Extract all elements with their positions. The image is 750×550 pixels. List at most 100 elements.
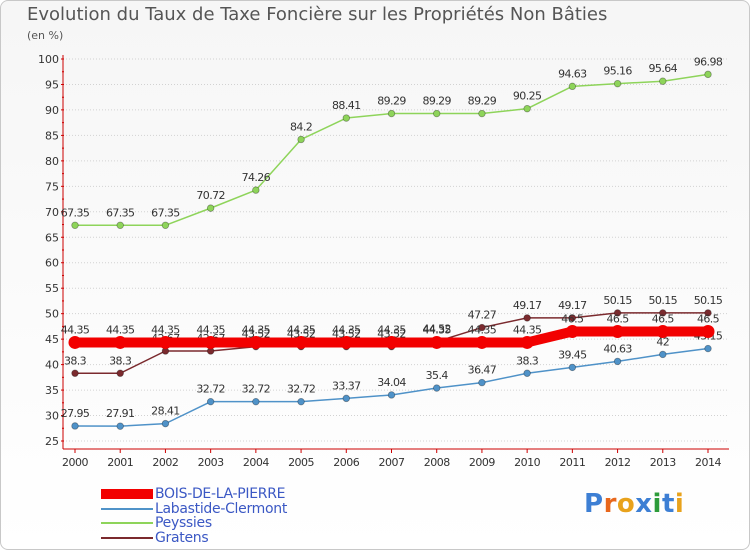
data-point bbox=[565, 324, 579, 338]
data-label: 40.63 bbox=[603, 342, 632, 355]
data-label: 50.15 bbox=[694, 294, 723, 307]
data-point bbox=[71, 221, 79, 229]
data-point bbox=[613, 357, 622, 366]
data-point bbox=[113, 335, 127, 349]
data-label: 44.35 bbox=[513, 323, 542, 336]
logo-letter: i bbox=[652, 489, 662, 519]
legend-swatch-labastide-clermont bbox=[101, 507, 153, 510]
proxiti-logo: Proxiti bbox=[584, 489, 684, 519]
x-tick-label: 2012 bbox=[605, 456, 631, 469]
data-point bbox=[478, 378, 486, 387]
data-point bbox=[523, 104, 531, 113]
data-label: 47.27 bbox=[468, 309, 497, 322]
data-point bbox=[385, 335, 398, 349]
data-point bbox=[249, 335, 263, 349]
data-label: 88.41 bbox=[332, 99, 361, 112]
data-label: 67.35 bbox=[61, 206, 90, 219]
data-point bbox=[71, 422, 79, 430]
data-label: 27.95 bbox=[61, 407, 90, 420]
data-label: 44.35 bbox=[377, 323, 406, 336]
data-point bbox=[568, 82, 577, 91]
data-point bbox=[297, 397, 305, 406]
data-label: 95.64 bbox=[649, 62, 678, 75]
y-tick-label: 45 bbox=[45, 333, 59, 346]
y-tick-label: 95 bbox=[45, 78, 59, 91]
data-point bbox=[701, 324, 715, 338]
x-tick-label: 2013 bbox=[650, 456, 676, 469]
logo-letter: i bbox=[674, 489, 685, 519]
data-point bbox=[252, 397, 260, 406]
data-point bbox=[520, 335, 534, 349]
x-tick-label: 2006 bbox=[333, 456, 359, 469]
data-label: 49.17 bbox=[558, 299, 587, 312]
data-label: 96.98 bbox=[694, 55, 723, 68]
legend-label: Peyssies bbox=[155, 515, 212, 531]
data-label: 50.15 bbox=[603, 294, 632, 307]
x-tick-label: 2014 bbox=[695, 456, 721, 469]
x-tick-label: 2010 bbox=[514, 456, 540, 469]
data-point bbox=[430, 335, 444, 349]
legend-swatch-peyssies bbox=[101, 522, 153, 524]
data-point bbox=[252, 186, 260, 194]
data-point bbox=[475, 335, 489, 349]
data-point bbox=[116, 369, 124, 377]
data-point bbox=[158, 335, 172, 349]
x-tick-label: 2003 bbox=[198, 456, 224, 469]
legend-swatch-gratens bbox=[101, 536, 153, 539]
y-tick-label: 55 bbox=[45, 282, 59, 295]
data-point bbox=[704, 70, 712, 79]
data-label: 33.37 bbox=[332, 379, 361, 392]
data-point bbox=[613, 309, 622, 317]
data-point bbox=[568, 314, 577, 322]
data-point bbox=[568, 363, 577, 372]
y-tick-label: 100 bbox=[38, 53, 59, 66]
y-tick-label: 35 bbox=[45, 384, 59, 397]
legend-label: Labastide-Clermont bbox=[155, 500, 288, 517]
data-label: 32.72 bbox=[242, 383, 271, 396]
data-label: 46.5 bbox=[607, 312, 630, 325]
data-label: 67.35 bbox=[106, 206, 135, 219]
data-label: 74.26 bbox=[242, 171, 271, 184]
data-point bbox=[611, 324, 625, 338]
data-label: 39.45 bbox=[558, 348, 587, 361]
data-point bbox=[339, 335, 353, 349]
x-tick-label: 2007 bbox=[379, 456, 405, 469]
x-tick-label: 2001 bbox=[107, 456, 133, 469]
data-point bbox=[342, 394, 350, 403]
data-point bbox=[116, 221, 124, 229]
data-label: 89.29 bbox=[377, 95, 406, 108]
data-label: 43.52 bbox=[332, 328, 361, 341]
data-label: 27.91 bbox=[106, 407, 135, 420]
data-point bbox=[704, 344, 712, 353]
legend-label: BOIS-DE-LA-PIERRE bbox=[155, 486, 286, 502]
data-label: 32.72 bbox=[287, 383, 316, 396]
x-tick-label: 2008 bbox=[424, 456, 450, 469]
data-label: 43.52 bbox=[377, 328, 406, 341]
data-label: 44.35 bbox=[468, 323, 497, 336]
legend-swatch-bois-de-la-pierre bbox=[101, 489, 153, 499]
data-point bbox=[204, 335, 218, 349]
data-label: 44.35 bbox=[106, 323, 135, 336]
data-label: 89.29 bbox=[422, 95, 451, 108]
data-point bbox=[116, 422, 124, 430]
data-point bbox=[206, 397, 215, 406]
chart-title: Evolution du Taux de Taxe Foncière sur l… bbox=[27, 4, 608, 25]
data-point bbox=[71, 369, 79, 377]
data-point bbox=[478, 323, 486, 332]
data-label: 50.15 bbox=[649, 294, 678, 307]
x-tick-label: 2011 bbox=[559, 456, 585, 469]
data-label: 90.25 bbox=[513, 90, 542, 103]
data-label: 46.5 bbox=[561, 312, 584, 325]
data-label: 44.35 bbox=[61, 323, 90, 336]
logo-letter: o bbox=[616, 489, 636, 519]
data-point bbox=[478, 109, 486, 118]
data-label: 89.29 bbox=[468, 95, 497, 108]
data-label: 38.3 bbox=[64, 354, 87, 367]
data-label: 94.63 bbox=[558, 67, 587, 80]
data-point bbox=[656, 324, 670, 338]
data-label: 46.5 bbox=[697, 312, 720, 325]
data-label: 44.35 bbox=[287, 323, 316, 336]
data-label: 84.2 bbox=[290, 120, 312, 133]
